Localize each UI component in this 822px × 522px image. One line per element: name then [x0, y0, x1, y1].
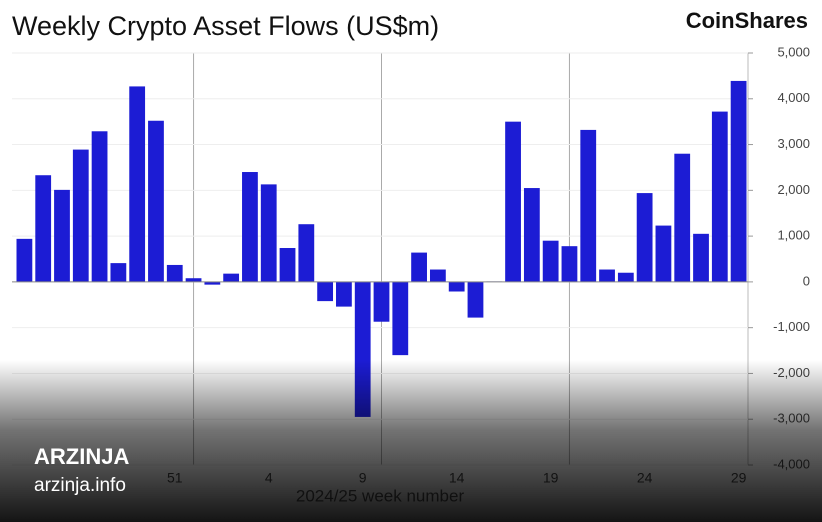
bar: [298, 224, 315, 282]
bar: [354, 281, 371, 417]
bar: [72, 149, 89, 282]
bar: [185, 278, 202, 282]
bar: [617, 272, 634, 282]
y-tick-label: 4,000: [777, 90, 810, 105]
bar: [336, 281, 352, 307]
bar: [129, 86, 146, 282]
bar: [166, 264, 183, 282]
y-tick-label: -4,000: [773, 456, 810, 471]
x-tick-label: 24: [637, 470, 653, 486]
y-tick-label: 2,000: [777, 182, 810, 197]
x-tick-label: 4: [265, 470, 273, 486]
bar: [636, 193, 653, 282]
y-tick-label: 5,000: [777, 44, 810, 59]
y-tick-label: -3,000: [773, 411, 810, 426]
chart-title: Weekly Crypto Asset Flows (US$m): [12, 11, 439, 41]
bar: [429, 269, 446, 282]
x-tick-label: 51: [167, 470, 183, 486]
bar: [317, 281, 334, 302]
bar: [711, 111, 728, 282]
bar: [260, 184, 277, 282]
bar: [693, 233, 709, 282]
bar: [542, 240, 559, 282]
bar: [91, 131, 108, 282]
bar: [16, 238, 33, 282]
bar: [148, 120, 164, 282]
bar: [674, 153, 691, 282]
x-axis-label: 2024/25 week number: [296, 486, 465, 505]
bar: [655, 225, 672, 282]
bar: [54, 189, 70, 282]
watermark-site: arzinja.info: [34, 475, 126, 496]
bar: [110, 263, 127, 282]
bar: [448, 281, 465, 292]
bar: [599, 269, 615, 282]
bar: [580, 129, 597, 282]
bar: [392, 281, 409, 356]
y-tick-label: 0: [803, 273, 810, 288]
bar: [35, 175, 52, 282]
bar: [242, 172, 258, 282]
y-tick-label: -1,000: [773, 319, 810, 334]
y-tick-label: 3,000: [777, 136, 810, 151]
logo: CoinShares: [686, 8, 808, 33]
x-tick-label: 19: [543, 470, 559, 486]
x-tick-label: 9: [359, 470, 367, 486]
bar: [373, 281, 390, 322]
bar: [561, 246, 578, 282]
bar: [223, 273, 240, 282]
watermark-brand: ARZINJA: [34, 444, 130, 469]
x-tick-label: 14: [449, 470, 465, 486]
bar: [411, 252, 427, 282]
y-tick-label: 1,000: [777, 228, 810, 243]
bar: [505, 121, 521, 282]
bar: [730, 80, 747, 282]
bar: [467, 281, 484, 318]
bar: [279, 248, 296, 282]
y-tick-label: -2,000: [773, 365, 810, 380]
bar: [523, 188, 540, 282]
x-tick-label: 29: [731, 470, 747, 486]
